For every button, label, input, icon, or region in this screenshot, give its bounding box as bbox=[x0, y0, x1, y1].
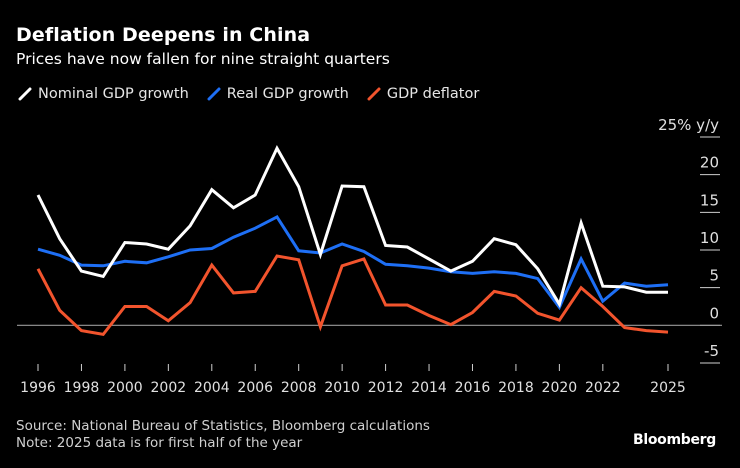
x-tick-label: 2008 bbox=[281, 380, 317, 396]
y-tick-label: -5 bbox=[704, 342, 719, 360]
x-tick-label: 2022 bbox=[585, 380, 621, 396]
x-axis: 1996 1998 2000 2002 2004 2006 2008 2010 2012 2014… bbox=[20, 364, 686, 396]
x-tick-label: 2006 bbox=[237, 380, 273, 396]
legend-item-real: Real GDP growth bbox=[207, 86, 349, 102]
legend-item-nominal: Nominal GDP growth bbox=[18, 86, 189, 102]
series-line-gdp-deflator bbox=[36, 254, 669, 337]
x-tick-label: 2020 bbox=[542, 380, 578, 396]
x-tick-label: 1996 bbox=[20, 380, 56, 396]
legend-label-nominal: Nominal GDP growth bbox=[38, 86, 189, 102]
x-tick-label: 2002 bbox=[151, 380, 187, 396]
x-tick-label: 1998 bbox=[64, 380, 100, 396]
y-tick-label: 25% y/y bbox=[658, 116, 719, 134]
y-tick-label: 0 bbox=[709, 304, 719, 322]
legend-swatch-deflator-icon bbox=[367, 87, 381, 101]
y-tick-label: 10 bbox=[700, 229, 719, 247]
chart-title: Deflation Deepens in China bbox=[16, 24, 311, 46]
footnotes: Source: National Bureau of Statistics, B… bbox=[16, 418, 430, 452]
legend-item-deflator: GDP deflator bbox=[367, 86, 479, 102]
series-line-real-gdp-growth bbox=[37, 214, 669, 311]
x-tick-label: 2012 bbox=[368, 380, 404, 396]
y-tick-label: 20 bbox=[700, 154, 719, 172]
x-tick-label: 2000 bbox=[107, 380, 143, 396]
series-group bbox=[36, 145, 669, 337]
y-axis: -5 0 5 10 15 20 25% y/y bbox=[658, 116, 720, 364]
legend: Nominal GDP growth Real GDP growth GDP d… bbox=[18, 86, 479, 102]
legend-swatch-nominal-icon bbox=[18, 87, 32, 101]
legend-label-deflator: GDP deflator bbox=[386, 86, 480, 102]
x-tick-label: 2010 bbox=[324, 380, 360, 396]
legend-swatch-real-icon bbox=[207, 87, 221, 101]
legend-label-real: Real GDP growth bbox=[226, 86, 349, 102]
series-line-nominal-gdp-growth bbox=[36, 145, 668, 308]
y-tick-label: 5 bbox=[709, 267, 719, 285]
chart-subtitle: Prices have now fallen for nine straight… bbox=[16, 50, 390, 68]
x-tick-label: 2018 bbox=[498, 380, 534, 396]
x-tick-label: 2014 bbox=[411, 380, 447, 396]
x-tick-label: 2025 bbox=[650, 380, 686, 396]
data-note: Note: 2025 data is for first half of the… bbox=[16, 435, 303, 451]
bloomberg-logo: Bloomberg bbox=[632, 432, 716, 448]
x-tick-label: 2016 bbox=[455, 380, 491, 396]
y-tick-label: 15 bbox=[700, 191, 719, 209]
source-note: Source: National Bureau of Statistics, B… bbox=[16, 418, 430, 434]
x-tick-label: 2004 bbox=[194, 380, 230, 396]
